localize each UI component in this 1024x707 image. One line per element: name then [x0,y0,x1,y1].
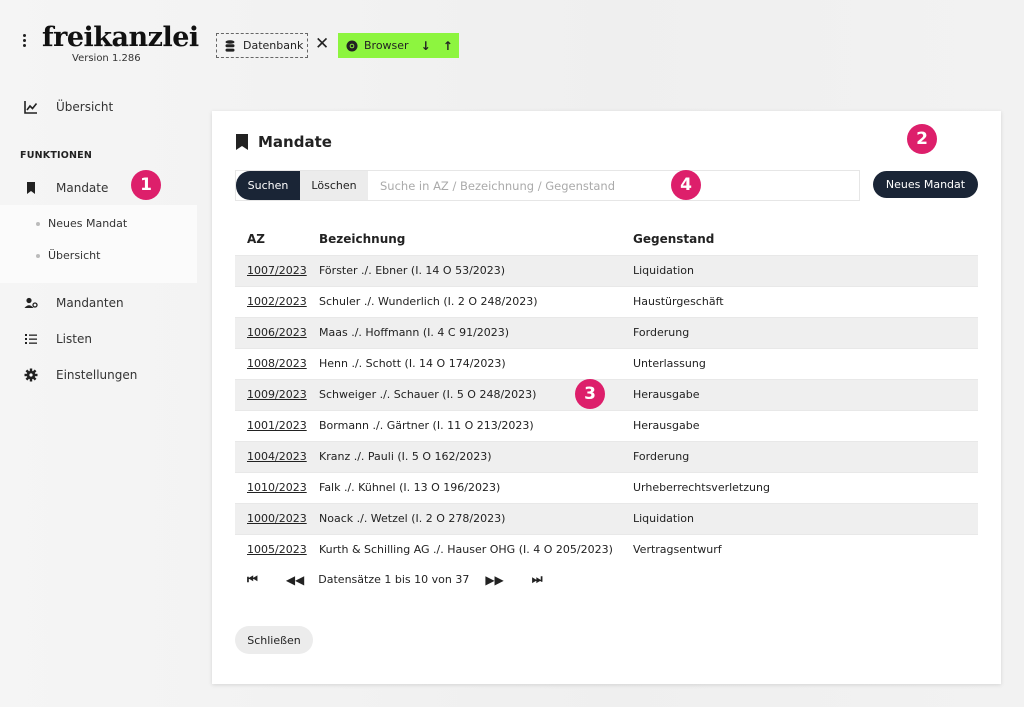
sidebar-item-clients[interactable]: Mandanten [24,296,124,310]
mandate-panel: Mandate Suchen Löschen Neues Mandat AZ B… [212,111,1001,684]
mandate-bezeichnung: Förster ./. Ebner (I. 14 O 53/2023) [319,254,633,286]
mandate-az-link[interactable]: 1006/2023 [235,316,319,348]
search-button[interactable]: Suchen [236,171,300,200]
users-icon [24,297,38,308]
annotation-badge-2: 2 [907,124,937,154]
search-input[interactable] [368,171,859,200]
mandate-gegenstand: Forderung [633,316,978,348]
gear-icon [24,368,38,382]
sidebar-item-lists[interactable]: Listen [24,332,92,346]
close-icon[interactable]: ✕ [315,34,330,54]
sidebar-item-label: Einstellungen [56,368,138,382]
close-button[interactable]: Schließen [235,626,313,654]
sidebar-subitem-new-mandate[interactable]: Neues Mandat [36,217,127,230]
table-row[interactable]: 1010/2023 Falk ./. Kühnel (I. 13 O 196/20… [235,471,978,503]
mandate-gegenstand: Liquidation [633,254,978,286]
mandate-gegenstand: Herausgabe [633,378,978,410]
sidebar-item-label: Mandanten [56,296,124,310]
app-version: Version 1.286 [72,53,141,64]
pagination-status: Datensätze 1 bis 10 von 37 [318,573,470,586]
mandate-gegenstand: Haustürgeschäft [633,285,978,317]
mandate-gegenstand: Unterlassung [633,347,978,379]
sidebar-submenu [0,205,197,283]
column-header-az[interactable]: AZ [247,232,265,247]
table-header-row: AZ Bezeichnung Gegenstand [235,224,978,255]
sidebar-item-overview[interactable]: Übersicht [24,100,113,114]
mandate-az-link[interactable]: 1002/2023 [235,285,319,317]
bullet-icon [36,253,40,258]
browser-button[interactable]: Browser ↓ ↑ [338,33,459,58]
mandate-gegenstand: Herausgabe [633,409,978,441]
table-row[interactable]: 1000/2023 Noack ./. Wetzel (I. 2 O 278/20… [235,502,978,534]
search-bar: Suchen Löschen [235,170,860,201]
mandate-az-link[interactable]: 1008/2023 [235,347,319,379]
table-row[interactable]: 1005/2023 Kurth & Schilling AG ./. Hauser… [235,533,978,565]
database-label: Datenbank [243,39,304,52]
sidebar-item-mandate[interactable]: Mandate [24,181,108,195]
pagination: ⏮ ◀◀ Datensätze 1 bis 10 von 37 ▶▶ ⏭ [247,572,543,587]
page-title-text: Mandate [258,133,332,151]
app-logo: freikanzlei [42,22,199,53]
mandate-bezeichnung: Henn ./. Schott (I. 14 O 174/2023) [319,347,633,379]
previous-page-icon[interactable]: ◀◀ [285,572,305,587]
column-header-gegenstand[interactable]: Gegenstand [633,232,715,247]
sync-arrows-icon: ↓ ↑ [420,38,457,53]
sidebar-item-label: Mandate [56,181,109,195]
mandate-az-link[interactable]: 1001/2023 [235,409,319,441]
sidebar-item-label: Listen [56,332,92,346]
mandate-gegenstand: Forderung [633,440,978,472]
bookmark-icon [236,134,248,150]
mandate-az-link[interactable]: 1007/2023 [235,254,319,286]
table-row[interactable]: 1009/2023 Schweiger ./. Schauer (I. 5 O 2… [235,378,978,410]
table-row[interactable]: 1006/2023 Maas ./. Hoffmann (I. 4 C 91/20… [235,316,978,348]
browser-label: Browser [364,39,409,52]
mandate-bezeichnung: Noack ./. Wetzel (I. 2 O 278/2023) [319,502,633,534]
first-page-icon[interactable]: ⏮ [247,572,258,586]
mandate-gegenstand: Urheberrechtsverletzung [633,471,978,503]
mandate-az-link[interactable]: 1010/2023 [235,471,319,503]
sidebar-subitem-label: Übersicht [48,249,101,262]
bullet-icon [36,221,40,226]
annotation-badge-4: 4 [671,170,701,200]
mandate-gegenstand: Vertragsentwurf [633,533,978,565]
mandate-az-link[interactable]: 1000/2023 [235,502,319,534]
next-page-icon[interactable]: ▶▶ [485,572,504,587]
page-title: Mandate [235,133,332,151]
table-row[interactable]: 1004/2023 Kranz ./. Pauli (I. 5 O 162/202… [235,440,978,472]
database-icon [225,39,235,52]
mandate-bezeichnung: Falk ./. Kühnel (I. 13 O 196/2023) [319,471,633,503]
database-button[interactable]: Datenbank [216,33,308,58]
clear-button[interactable]: Löschen [300,171,368,200]
sidebar-item-label: Übersicht [56,100,114,114]
annotation-badge-3: 3 [575,379,605,409]
mandate-az-link[interactable]: 1004/2023 [235,440,319,472]
sidebar-subitem-label: Neues Mandat [48,217,128,230]
mandate-bezeichnung: Kurth & Schilling AG ./. Hauser OHG (I. … [319,533,633,565]
new-mandate-button[interactable]: Neues Mandat [873,171,978,198]
column-header-bezeichnung[interactable]: Bezeichnung [319,232,406,247]
menu-kebab-icon[interactable] [23,34,27,49]
bookmark-icon [27,182,35,194]
chart-line-icon [24,101,38,114]
mandate-bezeichnung: Maas ./. Hoffmann (I. 4 C 91/2023) [319,316,633,348]
table-row[interactable]: 1007/2023 Förster ./. Ebner (I. 14 O 53/2… [235,254,978,286]
mandate-gegenstand: Liquidation [633,502,978,534]
chrome-icon [346,40,358,51]
sidebar-item-settings[interactable]: Einstellungen [24,368,137,382]
list-icon [25,334,37,344]
table-row[interactable]: 1008/2023 Henn ./. Schott (I. 14 O 174/20… [235,347,978,379]
mandate-az-link[interactable]: 1005/2023 [235,533,319,565]
last-page-icon[interactable]: ⏭ [531,572,543,586]
table-row[interactable]: 1001/2023 Bormann ./. Gärtner (I. 11 O 21… [235,409,978,441]
annotation-badge-1: 1 [131,170,161,200]
sidebar-subitem-overview[interactable]: Übersicht [36,249,100,262]
mandate-az-link[interactable]: 1009/2023 [235,378,319,410]
sidebar-section-heading: FUNKTIONEN [20,150,92,161]
table-row[interactable]: 1002/2023 Schuler ./. Wunderlich (I. 2 O … [235,285,978,317]
mandate-bezeichnung: Kranz ./. Pauli (I. 5 O 162/2023) [319,440,633,472]
mandate-table: AZ Bezeichnung Gegenstand 1007/2023 Först… [235,224,978,565]
mandate-bezeichnung: Schuler ./. Wunderlich (I. 2 O 248/2023) [319,285,633,317]
mandate-bezeichnung: Bormann ./. Gärtner (I. 11 O 213/2023) [319,409,633,441]
